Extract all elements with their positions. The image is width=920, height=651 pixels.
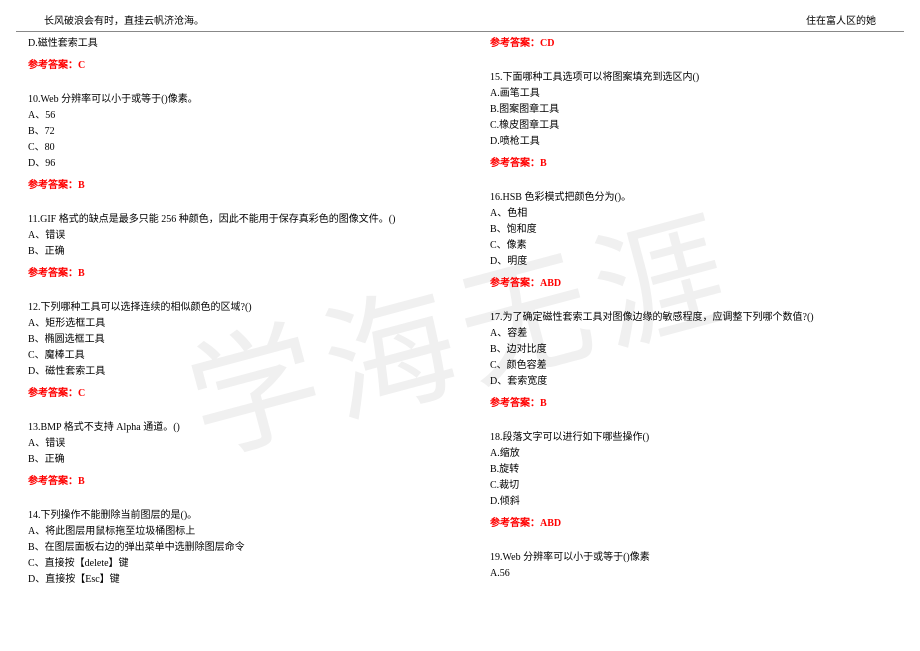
question-block: 12.下列哪种工具可以选择连续的相似颜色的区域?()A、矩形选框工具B、椭圆选框… xyxy=(28,300,430,402)
question-option: A.缩放 xyxy=(490,446,892,462)
question-option: A.56 xyxy=(490,566,892,582)
question-block: 14.下列操作不能删除当前图层的是()。A、将此图层用鼠标拖至垃圾桶图标上B、在… xyxy=(28,508,430,588)
question-text: 14.下列操作不能删除当前图层的是()。 xyxy=(28,508,430,524)
right-column: 参考答案：CD 15.下面哪种工具选项可以将图案填充到选区内()A.画笔工具B.… xyxy=(460,32,892,602)
content-area: D.磁性套索工具 参考答案：C 10.Web 分辨率可以小于或等于()像素。A、… xyxy=(0,32,920,602)
question-option: D、96 xyxy=(28,156,430,172)
question-option: A.画笔工具 xyxy=(490,86,892,102)
question-text: 16.HSB 色彩模式把颜色分为()。 xyxy=(490,190,892,206)
question-option: A、错误 xyxy=(28,436,430,452)
question-option: C.橡皮图章工具 xyxy=(490,118,892,134)
answer-block: 参考答案：B xyxy=(490,156,892,172)
answer-label: 参考答案： xyxy=(490,398,540,409)
answer-value: B xyxy=(78,268,85,279)
question-text: 11.GIF 格式的缺点是最多只能 256 种颜色，因此不能用于保存真彩色的图像… xyxy=(28,212,430,228)
question-option: D.倾斜 xyxy=(490,494,892,510)
question-block: 15.下面哪种工具选项可以将图案填充到选区内()A.画笔工具B.图案图章工具C.… xyxy=(490,70,892,172)
answer-value: ABD xyxy=(540,278,561,289)
answer-block: 参考答案：B xyxy=(28,178,430,194)
question-option: A、矩形选框工具 xyxy=(28,316,430,332)
question-text: 10.Web 分辨率可以小于或等于()像素。 xyxy=(28,92,430,108)
answer-value: B xyxy=(540,398,547,409)
question-block: 11.GIF 格式的缺点是最多只能 256 种颜色，因此不能用于保存真彩色的图像… xyxy=(28,212,430,282)
question-option: A、56 xyxy=(28,108,430,124)
question-option: B、正确 xyxy=(28,244,430,260)
header-right-text: 住在富人区的她 xyxy=(806,12,876,27)
orphan-option: D.磁性套索工具 xyxy=(28,36,430,52)
question-option: A、容差 xyxy=(490,326,892,342)
answer-label: 参考答案： xyxy=(28,268,78,279)
answer-label: 参考答案： xyxy=(28,476,78,487)
question-block: 17.为了确定磁性套索工具对图像边缘的敏感程度，应调整下列哪个数值?()A、容差… xyxy=(490,310,892,412)
answer-value: C xyxy=(78,388,85,399)
question-option: D.喷枪工具 xyxy=(490,134,892,150)
question-block: 10.Web 分辨率可以小于或等于()像素。A、56B、72C、80D、96 参考… xyxy=(28,92,430,194)
question-option: C、像素 xyxy=(490,238,892,254)
question-block: 19.Web 分辨率可以小于或等于()像素A.56 xyxy=(490,550,892,582)
question-option: A、色相 xyxy=(490,206,892,222)
question-text: 13.BMP 格式不支持 Alpha 通道。() xyxy=(28,420,430,436)
question-option: C、80 xyxy=(28,140,430,156)
question-text: 18.段落文字可以进行如下哪些操作() xyxy=(490,430,892,446)
answer-value: B xyxy=(540,158,547,169)
question-option: B、正确 xyxy=(28,452,430,468)
answer-block: 参考答案：C xyxy=(28,58,430,74)
answer-label: 参考答案： xyxy=(490,518,540,529)
question-option: C.裁切 xyxy=(490,478,892,494)
answer-block: 参考答案：ABD xyxy=(490,516,892,532)
answer-block: 参考答案：B xyxy=(490,396,892,412)
answer-block: 参考答案：ABD xyxy=(490,276,892,292)
question-option: C、直接按【delete】键 xyxy=(28,556,430,572)
question-option: C、颜色容差 xyxy=(490,358,892,374)
answer-label: 参考答案： xyxy=(28,60,78,71)
answer-label: 参考答案： xyxy=(490,38,540,49)
answer-label: 参考答案： xyxy=(28,180,78,191)
answer-value: C xyxy=(78,60,85,71)
question-block: 16.HSB 色彩模式把颜色分为()。A、色相B、饱和度C、像素D、明度参考答案… xyxy=(490,190,892,292)
answer-label: 参考答案： xyxy=(490,278,540,289)
answer-label: 参考答案： xyxy=(28,388,78,399)
question-option: D、磁性套索工具 xyxy=(28,364,430,380)
question-option: B、椭圆选框工具 xyxy=(28,332,430,348)
question-block: 13.BMP 格式不支持 Alpha 通道。()A、错误B、正确参考答案：B xyxy=(28,420,430,490)
question-option: B.旋转 xyxy=(490,462,892,478)
page-header: 长风破浪会有时，直挂云帆济沧海。 住在富人区的她 xyxy=(16,0,904,32)
question-text: 17.为了确定磁性套索工具对图像边缘的敏感程度，应调整下列哪个数值?() xyxy=(490,310,892,326)
answer-label: 参考答案： xyxy=(490,158,540,169)
answer-value: B xyxy=(78,476,85,487)
answer-value: ABD xyxy=(540,518,561,529)
question-option: B、饱和度 xyxy=(490,222,892,238)
question-option: D、套索宽度 xyxy=(490,374,892,390)
question-option: B.图案图章工具 xyxy=(490,102,892,118)
question-option: C、魔棒工具 xyxy=(28,348,430,364)
question-option: B、边对比度 xyxy=(490,342,892,358)
answer-block: 参考答案：C xyxy=(28,386,430,402)
answer-block: 参考答案：CD xyxy=(490,36,892,52)
question-text: 15.下面哪种工具选项可以将图案填充到选区内() xyxy=(490,70,892,86)
question-option: B、72 xyxy=(28,124,430,140)
question-block: 18.段落文字可以进行如下哪些操作()A.缩放B.旋转C.裁切D.倾斜参考答案：… xyxy=(490,430,892,532)
question-option: D、直接按【Esc】键 xyxy=(28,572,430,588)
answer-block: 参考答案：B xyxy=(28,266,430,282)
answer-block: 参考答案：B xyxy=(28,474,430,490)
left-column: D.磁性套索工具 参考答案：C 10.Web 分辨率可以小于或等于()像素。A、… xyxy=(28,32,460,602)
header-left-text: 长风破浪会有时，直挂云帆济沧海。 xyxy=(44,12,204,27)
question-option: D、明度 xyxy=(490,254,892,270)
answer-value: B xyxy=(78,180,85,191)
question-text: 12.下列哪种工具可以选择连续的相似颜色的区域?() xyxy=(28,300,430,316)
question-text: 19.Web 分辨率可以小于或等于()像素 xyxy=(490,550,892,566)
question-option: A、将此图层用鼠标拖至垃圾桶图标上 xyxy=(28,524,430,540)
answer-value: CD xyxy=(540,38,554,49)
question-option: A、错误 xyxy=(28,228,430,244)
question-option: B、在图层面板右边的弹出菜单中选删除图层命令 xyxy=(28,540,430,556)
